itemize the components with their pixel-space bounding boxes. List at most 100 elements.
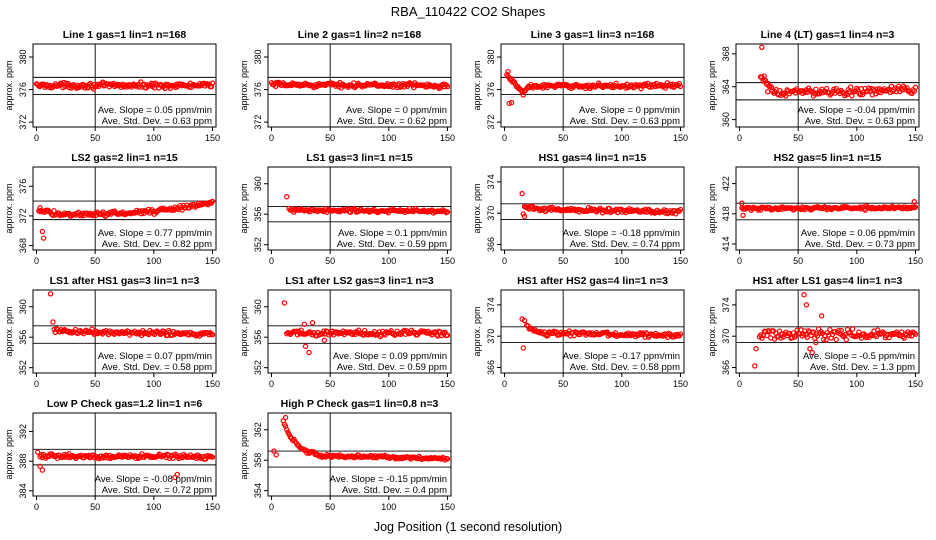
x-tick-label: 100 <box>146 133 161 143</box>
data-point <box>912 331 919 337</box>
panel-title: Line 4 (LT) gas=1 lin=4 n=3 <box>761 29 895 41</box>
panel: Line 2 gas=1 lin=2 n=168 0 50 100 150 372 376 3… <box>239 29 455 143</box>
data-point <box>823 337 829 343</box>
data-point <box>912 204 919 210</box>
panel-title: HS1 after LS1 gas=4 lin=1 n=3 <box>753 275 903 287</box>
y-tick-label: 368 <box>721 46 731 61</box>
x-tick-label: 50 <box>793 256 803 266</box>
x-tick-label: 100 <box>146 379 161 389</box>
y-tick-label: 372 <box>486 115 496 130</box>
y-tick-label: 372 <box>18 208 28 223</box>
y-tick-label: 352 <box>253 237 263 252</box>
data-point <box>444 332 451 338</box>
x-tick-label: 0 <box>737 133 742 143</box>
x-tick-label: 50 <box>793 133 803 143</box>
std-dev-annotation: Ave. Std. Dev. = 0.72 ppm <box>102 485 212 496</box>
x-tick-label: 100 <box>614 133 629 143</box>
data-point <box>818 313 825 319</box>
x-axis-title: Jog Position (1 second resolution) <box>374 520 562 534</box>
data-point <box>520 345 526 351</box>
panel: LS1 after HS1 gas=3 lin=1 n=3 0 50 100 150 35… <box>4 275 220 389</box>
data-point <box>880 329 886 335</box>
data-point <box>813 86 819 92</box>
data-point <box>290 437 296 444</box>
std-dev-annotation: Ave. Std. Dev. = 0.63 ppm <box>805 116 915 127</box>
slope-annotation: Ave. Slope = -0.17 ppm/min <box>563 351 680 362</box>
panel-title: LS2 gas=2 lin=1 n=15 <box>71 152 178 164</box>
std-dev-annotation: Ave. Std. Dev. = 0.63 ppm <box>570 116 680 127</box>
slope-annotation: Ave. Slope = 0.1 ppm/min <box>338 228 447 239</box>
y-tick-label: 376 <box>18 179 28 194</box>
x-tick-label: 150 <box>908 379 923 389</box>
x-tick-label: 150 <box>205 379 220 389</box>
data-point <box>209 198 216 205</box>
data-point <box>444 209 451 215</box>
panel-title: LS1 gas=3 lin=1 n=15 <box>306 152 413 164</box>
x-tick-label: 50 <box>793 379 803 389</box>
x-tick-label: 100 <box>849 133 864 143</box>
y-axis-label: approx. ppm <box>4 183 14 233</box>
data-point <box>53 452 59 459</box>
data-point <box>310 206 316 213</box>
data-point <box>677 331 684 337</box>
y-axis-label: approx. ppm <box>4 60 14 110</box>
data-point <box>829 331 836 338</box>
data-point <box>508 99 515 106</box>
data-point <box>676 80 683 87</box>
slope-annotation: Ave. Slope = -0.04 ppm/min <box>798 105 915 116</box>
data-point <box>677 206 684 213</box>
y-axis-label: approx. ppm <box>707 60 717 110</box>
y-tick-label: 376 <box>253 82 263 97</box>
y-tick-label: 360 <box>721 112 731 127</box>
data-point <box>759 335 765 341</box>
std-dev-annotation: Ave. Std. Dev. = 0.4 ppm <box>342 485 447 496</box>
y-tick-label: 384 <box>18 483 28 498</box>
data-point <box>524 322 530 328</box>
data-point <box>67 329 74 335</box>
data-point <box>740 212 746 218</box>
data-point <box>521 317 528 324</box>
x-tick-label: 50 <box>90 502 100 512</box>
data-point <box>843 337 849 343</box>
y-tick-label: 376 <box>18 82 28 97</box>
panel: LS1 after LS2 gas=3 lin=1 n=3 0 50 100 150 35… <box>239 275 455 389</box>
data-point <box>739 200 745 206</box>
y-axis-label: approx. ppm <box>472 60 482 110</box>
x-tick-label: 100 <box>614 256 629 266</box>
x-tick-label: 100 <box>381 379 396 389</box>
data-point <box>802 89 808 96</box>
plot-frame <box>735 289 920 374</box>
data-point <box>287 434 294 440</box>
data-point <box>911 199 918 205</box>
panel-title: LS1 after LS2 gas=3 lin=1 n=3 <box>285 275 434 287</box>
x-tick-label: 0 <box>737 379 742 389</box>
y-tick-label: 370 <box>486 206 496 221</box>
data-point <box>912 84 919 91</box>
panel-title: LS1 after HS1 gas=3 lin=1 n=3 <box>50 275 200 287</box>
y-tick-label: 380 <box>253 50 263 65</box>
plot-frame <box>500 289 685 374</box>
y-tick-label: 376 <box>486 82 496 97</box>
slope-annotation: Ave. Slope = 0.06 ppm/min <box>801 228 915 239</box>
x-tick-label: 0 <box>502 133 507 143</box>
x-tick-label: 150 <box>440 502 455 512</box>
data-point <box>813 339 819 346</box>
slope-annotation: Ave. Slope = 0 ppm/min <box>579 105 680 116</box>
x-tick-label: 0 <box>34 502 39 512</box>
y-tick-label: 414 <box>721 236 731 251</box>
data-point <box>138 210 145 217</box>
std-dev-annotation: Ave. Std. Dev. = 0.58 ppm <box>570 362 680 373</box>
data-point <box>209 454 216 460</box>
plot-frame <box>735 166 920 251</box>
x-tick-label: 50 <box>325 502 335 512</box>
data-point <box>37 205 43 211</box>
y-tick-label: 356 <box>253 330 263 345</box>
data-point <box>865 85 872 91</box>
data-point <box>847 84 854 90</box>
data-point <box>281 300 288 306</box>
x-tick-label: 100 <box>146 256 161 266</box>
data-point <box>444 456 451 462</box>
y-tick-label: 364 <box>721 79 731 94</box>
plot-frame <box>267 43 452 128</box>
